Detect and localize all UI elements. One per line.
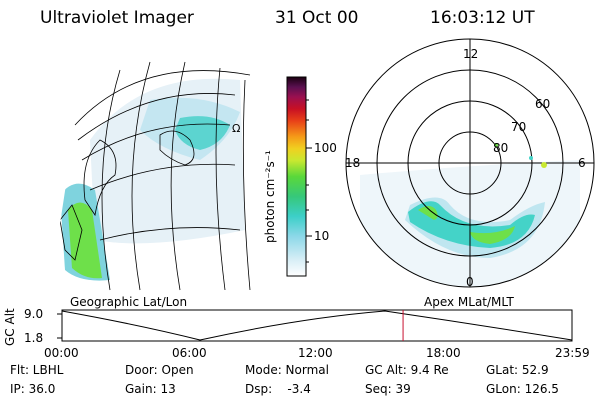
geographic-view: Ω [59, 61, 251, 291]
lat-label-80: 80 [493, 141, 509, 155]
info-mode: Mode: Normal [245, 363, 329, 377]
lat-lon-grid [74, 61, 251, 291]
auroral-oval-green [470, 226, 515, 244]
instrument-title: Ultraviolet Imager [40, 8, 194, 28]
coastline [59, 204, 83, 261]
coastline [83, 139, 117, 217]
aurora-spot [494, 143, 498, 147]
polar-plot [345, 38, 595, 288]
mlt-label-0: 0 [466, 275, 474, 289]
info-ip: IP: 36.0 [10, 382, 56, 396]
map-glyph: Ω [232, 122, 240, 135]
colorbar [286, 76, 312, 277]
colorbar-tick-100: 100 [314, 141, 337, 155]
aurora-spot [529, 156, 533, 160]
xtick-1200: 12:00 [298, 346, 333, 360]
header-time: 16:03:12 UT [430, 8, 535, 28]
altitude-plot [57, 309, 573, 342]
info-filter: Flt: LBHL [10, 363, 64, 377]
info-glon: GLon: 126.5 [486, 382, 559, 396]
xtick-1800: 18:00 [426, 346, 461, 360]
apex-label: Apex MLat/MLT [424, 295, 514, 309]
mlt-label-12: 12 [463, 47, 479, 61]
info-seq: Seq: 39 [365, 382, 411, 396]
altitude-ylabel: GC Alt [3, 308, 17, 346]
xtick-0600: 06:00 [172, 346, 207, 360]
colorbar-label: photon cm⁻²s⁻¹ [263, 150, 277, 243]
altitude-curve [61, 310, 573, 341]
lat-label-60: 60 [535, 97, 551, 111]
aurora-spot [541, 162, 547, 168]
altitude-ytick-9: 9.0 [24, 307, 44, 321]
altitude-ytick-1.8: 1.8 [24, 331, 44, 345]
mlt-label-6: 6 [578, 156, 586, 170]
info-gc-alt: GC Alt: 9.4 Re [365, 363, 449, 377]
polar-grid [345, 38, 595, 288]
geographic-label: Geographic Lat/Lon [70, 295, 188, 309]
xtick-0000: 00:00 [44, 346, 79, 360]
mlt-label-18: 18 [345, 156, 361, 170]
info-gain: Gain: 13 [125, 382, 176, 396]
info-dsp: Dsp: -3.4 [245, 382, 311, 396]
header-date: 31 Oct 00 [275, 8, 359, 28]
aurora-band-green [68, 202, 102, 279]
info-glat: GLat: 52.9 [486, 363, 549, 377]
info-door: Door: Open [125, 363, 194, 377]
colorbar-tick-10: 10 [314, 229, 330, 243]
auroral-oval-green [418, 206, 438, 220]
coastline [159, 130, 195, 166]
xtick-2359: 23:59 [555, 346, 590, 360]
lat-label-70: 70 [511, 120, 527, 134]
